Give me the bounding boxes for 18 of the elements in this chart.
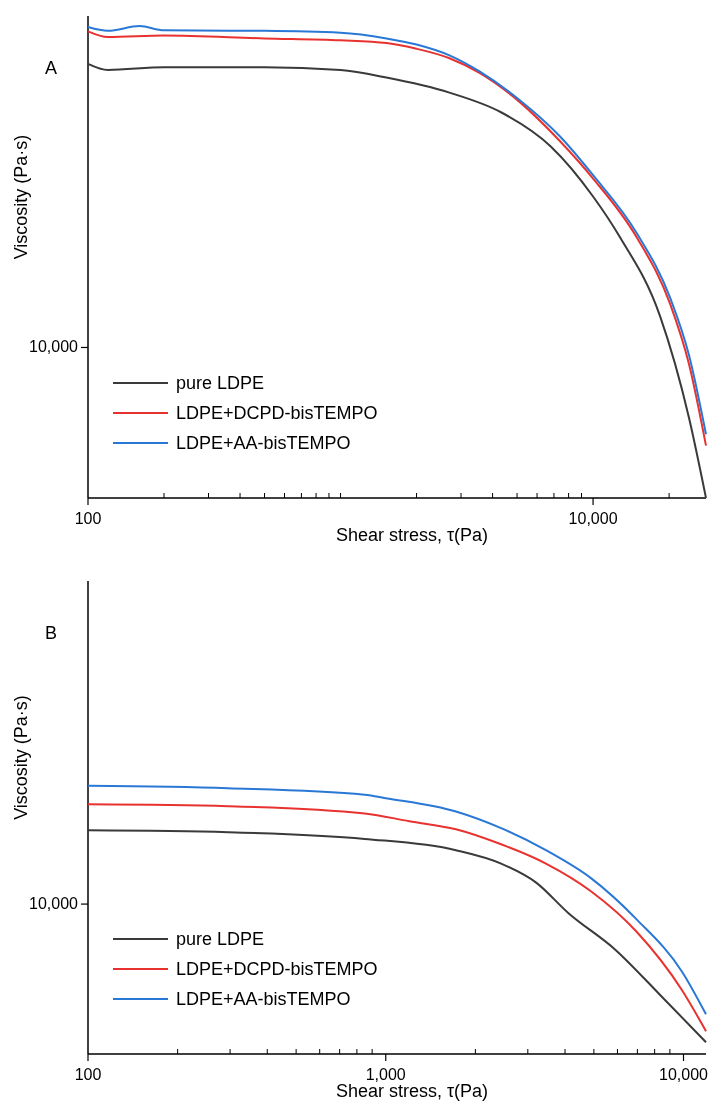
- x-tick-label: 10,000: [659, 1066, 709, 1083]
- legend-label: LDPE+AA-bisTEMPO: [176, 989, 351, 1009]
- legend-label: LDPE+DCPD-bisTEMPO: [176, 959, 378, 979]
- x-tick-label: 100: [74, 1066, 102, 1083]
- text: 10,000: [29, 895, 79, 913]
- legend-label: LDPE+AA-bisTEMPO: [176, 433, 351, 453]
- x-tick-label: 100: [74, 510, 102, 527]
- y-axis-title: Viscosity (Pa·s): [11, 695, 31, 820]
- text: 10,000: [29, 338, 79, 356]
- legend-label: LDPE+DCPD-bisTEMPO: [176, 403, 378, 423]
- y-axis-title: Viscosity (Pa·s): [11, 134, 31, 260]
- text: A: [45, 58, 58, 78]
- x-tick-label: 1,000: [365, 1066, 406, 1083]
- x-axis-title: Shear stress, τ(Pa): [335, 525, 489, 545]
- text: B: [45, 623, 58, 643]
- legend-label: pure LDPE: [176, 373, 265, 393]
- x-axis-title: Shear stress, τ(Pa): [335, 1081, 489, 1101]
- legend-label: pure LDPE: [176, 929, 265, 949]
